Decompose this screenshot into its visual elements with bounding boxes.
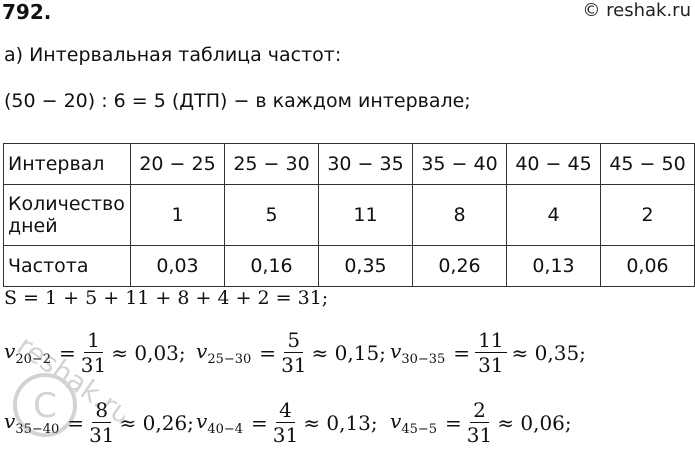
table-row: Частота 0,03 0,16 0,35 0,26 0,13 0,06 bbox=[3, 245, 695, 287]
row-header: Интервал bbox=[3, 143, 131, 185]
table-cell: 0,06 bbox=[600, 245, 695, 287]
fraction: 1 31 bbox=[80, 328, 107, 377]
frequency-formula: v40−4 = 4 31 ≈ 0,13; bbox=[196, 398, 378, 447]
fraction: 2 31 bbox=[466, 398, 493, 447]
table-cell: 0,16 bbox=[224, 245, 319, 287]
table-cell: 4 bbox=[506, 184, 601, 246]
table-cell: 1 bbox=[130, 184, 225, 246]
table-row: Количество дней 1 5 11 8 4 2 bbox=[3, 184, 695, 246]
frequency-formula: v25−30 = 5 31 ≈ 0,15; bbox=[196, 328, 386, 377]
exercise-number: 792. bbox=[2, 0, 52, 24]
section-heading: а) Интервальная таблица частот: bbox=[4, 44, 342, 66]
table-cell: 20 − 25 bbox=[130, 143, 225, 185]
sum-line: S = 1 + 5 + 11 + 8 + 4 + 2 = 31; bbox=[4, 287, 329, 309]
watermark: © reshak.ru bbox=[582, 0, 691, 21]
table-cell: 0,13 bbox=[506, 245, 601, 287]
table-cell: 8 bbox=[412, 184, 507, 246]
table-cell: 0,03 bbox=[130, 245, 225, 287]
table-cell: 40 − 45 bbox=[506, 143, 601, 185]
frequency-formula: v20−2 = 1 31 ≈ 0,03; bbox=[4, 328, 186, 377]
table-cell: 0,35 bbox=[318, 245, 413, 287]
table-cell: 25 − 30 bbox=[224, 143, 319, 185]
table-cell: 5 bbox=[224, 184, 319, 246]
table-cell: 11 bbox=[318, 184, 413, 246]
table-cell: 45 − 50 bbox=[600, 143, 695, 185]
frequency-formula: v45−5 = 2 31 ≈ 0,06; bbox=[390, 398, 572, 447]
table-cell: 35 − 40 bbox=[412, 143, 507, 185]
table-cell: 2 bbox=[600, 184, 695, 246]
table-row: Интервал 20 − 25 25 − 30 30 − 35 35 − 40 40 −… bbox=[3, 143, 695, 185]
row-header: Количество дней bbox=[3, 184, 131, 246]
table-cell: 0,26 bbox=[412, 245, 507, 287]
fraction: 8 31 bbox=[89, 398, 115, 447]
table-cell: 30 − 35 bbox=[318, 143, 413, 185]
frequency-formula: v35−40 = 8 31 ≈ 0,26; bbox=[4, 398, 194, 447]
row-header: Частота bbox=[3, 245, 131, 287]
fraction: 11 31 bbox=[475, 328, 507, 377]
fraction: 4 31 bbox=[272, 398, 299, 447]
frequency-formula: v30−35 = 11 31 ≈ 0,35; bbox=[390, 328, 586, 377]
frequency-table: Интервал 20 − 25 25 − 30 30 − 35 35 − 40 40 −… bbox=[3, 143, 695, 287]
interval-calc: (50 − 20) : 6 = 5 (ДТП) − в каждом интер… bbox=[4, 90, 471, 112]
fraction: 5 31 bbox=[281, 328, 307, 377]
